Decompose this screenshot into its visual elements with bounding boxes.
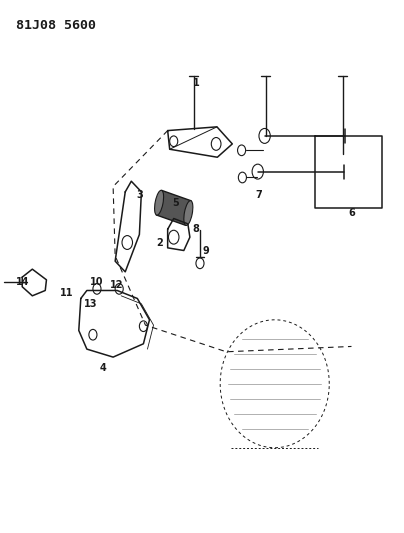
Text: 8: 8 — [192, 224, 200, 234]
Text: 1: 1 — [193, 78, 199, 87]
Text: 11: 11 — [60, 288, 74, 298]
Text: 13: 13 — [84, 299, 98, 309]
Text: 9: 9 — [203, 246, 209, 255]
Text: 5: 5 — [173, 198, 179, 207]
Text: 6: 6 — [348, 208, 355, 218]
Polygon shape — [157, 190, 191, 225]
Text: 10: 10 — [90, 278, 104, 287]
Ellipse shape — [155, 190, 164, 215]
Text: 81J08 5600: 81J08 5600 — [16, 19, 96, 31]
Text: 2: 2 — [156, 238, 163, 247]
Text: 4: 4 — [100, 363, 106, 373]
Text: 3: 3 — [136, 190, 143, 199]
Text: 14: 14 — [15, 278, 29, 287]
Ellipse shape — [184, 200, 193, 225]
Text: 12: 12 — [110, 280, 124, 290]
Text: 7: 7 — [255, 190, 262, 199]
